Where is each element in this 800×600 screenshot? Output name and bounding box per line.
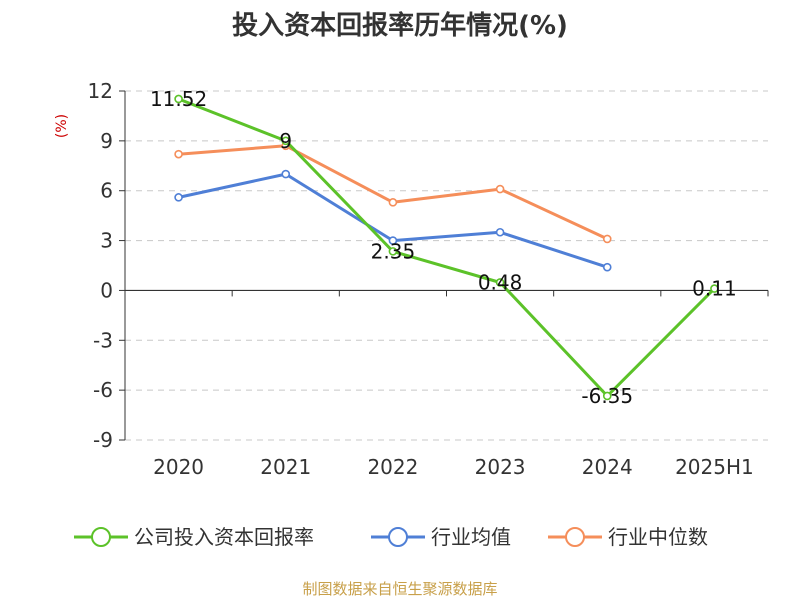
data-point xyxy=(602,391,612,401)
data-point xyxy=(495,184,505,194)
data-point xyxy=(174,149,183,159)
y-tick-label: -9 xyxy=(93,428,113,452)
y-axis-unit-label: (%) xyxy=(54,114,70,138)
data-point xyxy=(174,94,183,104)
y-tick-label: 3 xyxy=(100,229,113,253)
x-tick-label: 2020 xyxy=(153,455,204,479)
chart-title: 投入资本回报率历年情况(%) xyxy=(232,10,568,41)
data-point xyxy=(602,262,612,272)
data-point xyxy=(495,227,505,237)
series-group xyxy=(174,94,719,401)
series-line xyxy=(178,97,716,398)
axes: 12 9 6 3 0 -3 -6 -9 2020 2021 2022 2023 2024 2025H1 xyxy=(88,79,769,479)
data-point xyxy=(174,193,183,202)
y-tick-label: 6 xyxy=(100,179,113,203)
data-label: 9 xyxy=(279,129,292,153)
y-tick-label: 0 xyxy=(100,278,113,302)
legend: 公司投入资本回报率 行业均值 行业中位数 xyxy=(74,525,708,549)
data-point xyxy=(388,247,398,256)
source-text: 制图数据来自恒生聚源数据库 xyxy=(302,580,497,598)
series-line xyxy=(178,144,608,241)
legend-marker-icon xyxy=(565,527,585,547)
y-tick-label: -3 xyxy=(93,328,113,352)
data-label: 11.52 xyxy=(150,87,207,111)
grid-lines xyxy=(125,90,768,441)
data-point xyxy=(281,136,291,146)
data-label: -6.35 xyxy=(581,384,633,408)
legend-label: 公司投入资本回报率 xyxy=(134,525,314,549)
y-tick-label: 12 xyxy=(88,79,113,103)
data-label: 2.35 xyxy=(371,239,416,263)
data-labels: 11.52 9 2.35 0.48 -6.35 0.11 xyxy=(150,87,737,408)
data-point xyxy=(388,198,398,207)
x-tick-label: 2025H1 xyxy=(675,455,754,479)
data-label: 0.11 xyxy=(692,277,737,301)
x-tick-label: 2023 xyxy=(475,455,526,479)
data-point xyxy=(710,284,719,293)
legend-label: 行业中位数 xyxy=(608,525,708,549)
data-point xyxy=(495,278,505,287)
x-tick-label: 2022 xyxy=(367,455,418,479)
legend-marker-icon xyxy=(388,527,408,547)
x-tick-label: 2024 xyxy=(582,455,633,479)
legend-item: 行业均值 xyxy=(371,525,511,549)
data-point xyxy=(281,169,291,179)
legend-item: 行业中位数 xyxy=(548,525,708,549)
legend-item: 公司投入资本回报率 xyxy=(74,525,314,549)
y-tick-label: -6 xyxy=(93,378,113,402)
x-tick-label: 2021 xyxy=(260,455,311,479)
legend-label: 行业均值 xyxy=(431,525,511,549)
legend-marker-icon xyxy=(91,527,111,547)
data-point xyxy=(388,236,398,245)
y-tick-label: 9 xyxy=(100,129,113,153)
data-point xyxy=(602,234,612,244)
data-label: 0.48 xyxy=(478,270,523,294)
